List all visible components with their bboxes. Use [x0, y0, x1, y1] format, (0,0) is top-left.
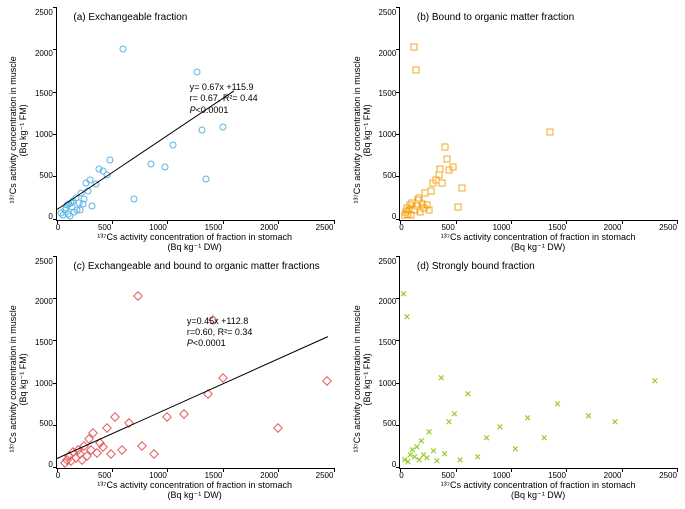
- x-ticks: 05001000150020002500: [56, 221, 334, 232]
- data-point: ×: [465, 391, 471, 398]
- data-point: ×: [424, 455, 430, 462]
- y-ticks: 05001000150020002500: [30, 257, 56, 470]
- regression-text: y=0.45x +112.8r=0.60, R²= 0.34P<0.0001: [187, 316, 253, 350]
- y-axis-label: ¹³⁷Cs activity concentration in muscle(B…: [352, 8, 374, 253]
- plot-area: (a) Exchangeable fraction y= 0.67x +115.9…: [56, 8, 334, 221]
- data-point: [273, 423, 283, 433]
- data-point: ×: [434, 459, 440, 466]
- data-point: [454, 204, 461, 211]
- data-point: ×: [497, 424, 503, 431]
- data-point: [437, 165, 444, 172]
- data-point: ×: [475, 455, 481, 462]
- y-axis-label: ¹³⁷Cs activity concentration in muscle(B…: [8, 257, 30, 502]
- data-point: [198, 126, 205, 133]
- data-point: [137, 441, 147, 451]
- plot-area: (b) Bound to organic matter fraction: [399, 8, 677, 221]
- data-point: [322, 376, 332, 386]
- panel-title: (a) Exchangeable fraction: [73, 12, 187, 23]
- data-point: ×: [441, 451, 447, 458]
- panel-d: ¹³⁷Cs activity concentration in muscle(B…: [352, 257, 678, 502]
- x-axis-label: ¹³⁷Cs activity concentration of fraction…: [399, 232, 677, 253]
- data-point: ×: [400, 292, 406, 299]
- data-point: ×: [438, 376, 444, 383]
- x-ticks: 05001000150020002500: [399, 469, 677, 480]
- data-point: ×: [554, 401, 560, 408]
- data-point: [203, 176, 210, 183]
- regression-text: y= 0.67x +115.9r= 0.67, R²= 0.44P<0.0001: [190, 82, 258, 116]
- data-point: [147, 160, 154, 167]
- data-point: ×: [457, 457, 463, 464]
- data-point: [179, 409, 189, 419]
- data-point: [102, 423, 112, 433]
- data-point: ×: [652, 378, 658, 385]
- data-point: ×: [451, 411, 457, 418]
- y-axis-label: ¹³⁷Cs activity concentration in muscle(B…: [352, 257, 374, 502]
- data-point: [110, 412, 120, 422]
- data-point: [106, 156, 113, 163]
- x-axis-label: ¹³⁷Cs activity concentration of fraction…: [399, 480, 677, 501]
- data-point: [219, 123, 226, 130]
- data-point: [439, 180, 446, 187]
- data-point: [81, 195, 88, 202]
- x-axis-label: ¹³⁷Cs activity concentration of fraction…: [56, 232, 334, 253]
- data-point: ×: [426, 429, 432, 436]
- data-point: [412, 66, 419, 73]
- data-point: [426, 206, 433, 213]
- data-point: ×: [418, 438, 424, 445]
- data-point: [131, 195, 138, 202]
- panel-title: (b) Bound to organic matter fraction: [417, 12, 574, 23]
- data-point: ×: [541, 435, 547, 442]
- data-point: [546, 128, 553, 135]
- y-ticks: 05001000150020002500: [373, 257, 399, 470]
- data-point: [162, 164, 169, 171]
- data-point: [170, 142, 177, 149]
- trendline: [57, 336, 329, 459]
- data-point: [133, 291, 143, 301]
- data-point: ×: [430, 449, 436, 456]
- panel-a: ¹³⁷Cs activity concentration in muscle(B…: [8, 8, 334, 253]
- data-point: [89, 203, 96, 210]
- plot-area: (c) Exchangeable and bound to organic ma…: [56, 257, 334, 470]
- y-axis-label: ¹³⁷Cs activity concentration in muscle(B…: [8, 8, 30, 253]
- panel-b: ¹³⁷Cs activity concentration in muscle(B…: [352, 8, 678, 253]
- panel-c: ¹³⁷Cs activity concentration in muscle(B…: [8, 257, 334, 502]
- data-point: [117, 445, 127, 455]
- x-ticks: 05001000150020002500: [56, 469, 334, 480]
- x-ticks: 05001000150020002500: [399, 221, 677, 232]
- data-point: [106, 449, 116, 459]
- data-point: [149, 449, 159, 459]
- figure-grid: ¹³⁷Cs activity concentration in muscle(B…: [8, 8, 677, 501]
- x-axis-label: ¹³⁷Cs activity concentration of fraction…: [56, 480, 334, 501]
- data-point: [410, 43, 417, 50]
- data-point: ×: [524, 416, 530, 423]
- data-point: [443, 155, 450, 162]
- data-point: [428, 187, 435, 194]
- data-point: [194, 68, 201, 75]
- data-point: ×: [404, 315, 410, 322]
- data-point: [450, 164, 457, 171]
- data-point: ×: [446, 420, 452, 427]
- data-point: [120, 45, 127, 52]
- data-point: ×: [585, 413, 591, 420]
- data-point: ×: [512, 447, 518, 454]
- data-point: ×: [612, 420, 618, 427]
- data-point: [459, 184, 466, 191]
- panel-title: (c) Exchangeable and bound to organic ma…: [73, 261, 319, 272]
- data-point: [441, 143, 448, 150]
- plot-area: (d) Strongly bound fraction×××××××××××××…: [399, 257, 677, 470]
- y-ticks: 05001000150020002500: [373, 8, 399, 221]
- data-point: ×: [483, 435, 489, 442]
- y-ticks: 05001000150020002500: [30, 8, 56, 221]
- panel-title: (d) Strongly bound fraction: [417, 261, 535, 272]
- data-point: [163, 412, 173, 422]
